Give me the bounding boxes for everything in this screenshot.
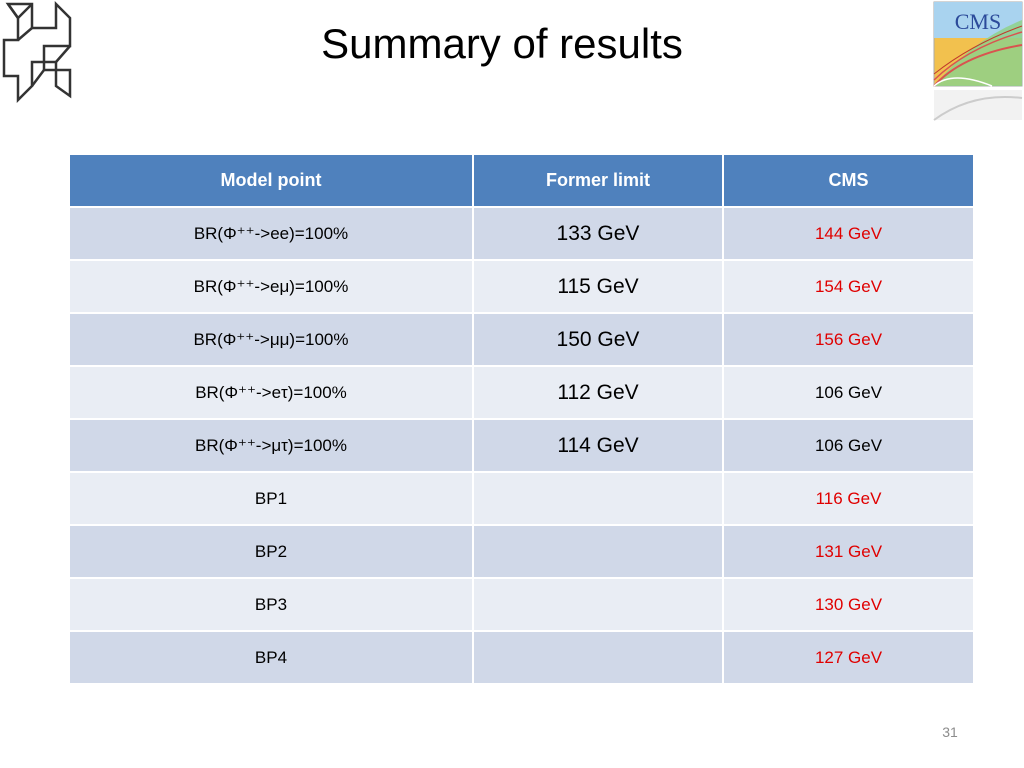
former-limit-cell: 112 GeV: [472, 365, 724, 420]
model-cell: BR(Φ⁺⁺->eτ)=100%: [68, 365, 474, 420]
cms-cell: 116 GeV: [722, 471, 975, 526]
table-row: BR(Φ⁺⁺->μτ)=100% 114 GeV 106 GeV: [68, 418, 975, 473]
table-row: BP4 127 GeV: [68, 630, 975, 685]
model-cell: BR(Φ⁺⁺->μτ)=100%: [68, 418, 474, 473]
cms-logo-icon: CMS: [933, 1, 1023, 121]
model-cell: BR(Φ⁺⁺->ee)=100%: [68, 206, 474, 261]
table-header-row: Model point Former limit CMS: [68, 153, 975, 208]
model-cell: BP2: [68, 524, 474, 579]
former-limit-cell: 114 GeV: [472, 418, 724, 473]
cms-cell: 130 GeV: [722, 577, 975, 632]
cms-logo-text: CMS: [955, 9, 1001, 34]
former-limit-cell: 115 GeV: [472, 259, 724, 314]
header-model-point: Model point: [68, 153, 474, 208]
cms-cell: 154 GeV: [722, 259, 975, 314]
model-cell: BP4: [68, 630, 474, 685]
former-limit-cell: 133 GeV: [472, 206, 724, 261]
header-former-limit: Former limit: [472, 153, 724, 208]
institution-logo-icon: [2, 0, 72, 104]
former-limit-cell: [472, 471, 724, 526]
cms-cell: 106 GeV: [722, 418, 975, 473]
cms-cell: 127 GeV: [722, 630, 975, 685]
former-limit-cell: 150 GeV: [472, 312, 724, 367]
cms-cell: 131 GeV: [722, 524, 975, 579]
table-row: BR(Φ⁺⁺->eμ)=100% 115 GeV 154 GeV: [68, 259, 975, 314]
table-row: BP3 130 GeV: [68, 577, 975, 632]
model-cell: BR(Φ⁺⁺->μμ)=100%: [68, 312, 474, 367]
model-cell: BP1: [68, 471, 474, 526]
former-limit-cell: [472, 524, 724, 579]
page-number: 31: [942, 724, 958, 740]
header-cms: CMS: [722, 153, 975, 208]
table-row: BR(Φ⁺⁺->μμ)=100% 150 GeV 156 GeV: [68, 312, 975, 367]
slide-title: Summary of results: [321, 20, 683, 67]
model-cell: BP3: [68, 577, 474, 632]
former-limit-cell: [472, 630, 724, 685]
cms-cell: 144 GeV: [722, 206, 975, 261]
model-cell: BR(Φ⁺⁺->eμ)=100%: [68, 259, 474, 314]
cms-cell: 106 GeV: [722, 365, 975, 420]
results-table: Model point Former limit CMS BR(Φ⁺⁺->ee)…: [68, 153, 975, 685]
table-row: BP2 131 GeV: [68, 524, 975, 579]
table-row: BR(Φ⁺⁺->eτ)=100% 112 GeV 106 GeV: [68, 365, 975, 420]
former-limit-cell: [472, 577, 724, 632]
cms-cell: 156 GeV: [722, 312, 975, 367]
table-row: BP1 116 GeV: [68, 471, 975, 526]
table-row: BR(Φ⁺⁺->ee)=100% 133 GeV 144 GeV: [68, 206, 975, 261]
